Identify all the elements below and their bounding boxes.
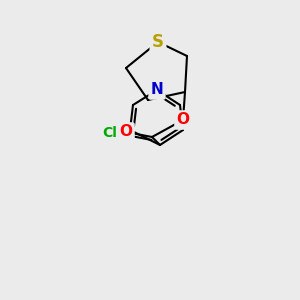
Text: S: S (152, 33, 164, 51)
Text: Cl: Cl (103, 126, 117, 140)
Text: O: O (119, 124, 133, 140)
Text: O: O (176, 112, 190, 128)
Text: N: N (151, 82, 164, 98)
